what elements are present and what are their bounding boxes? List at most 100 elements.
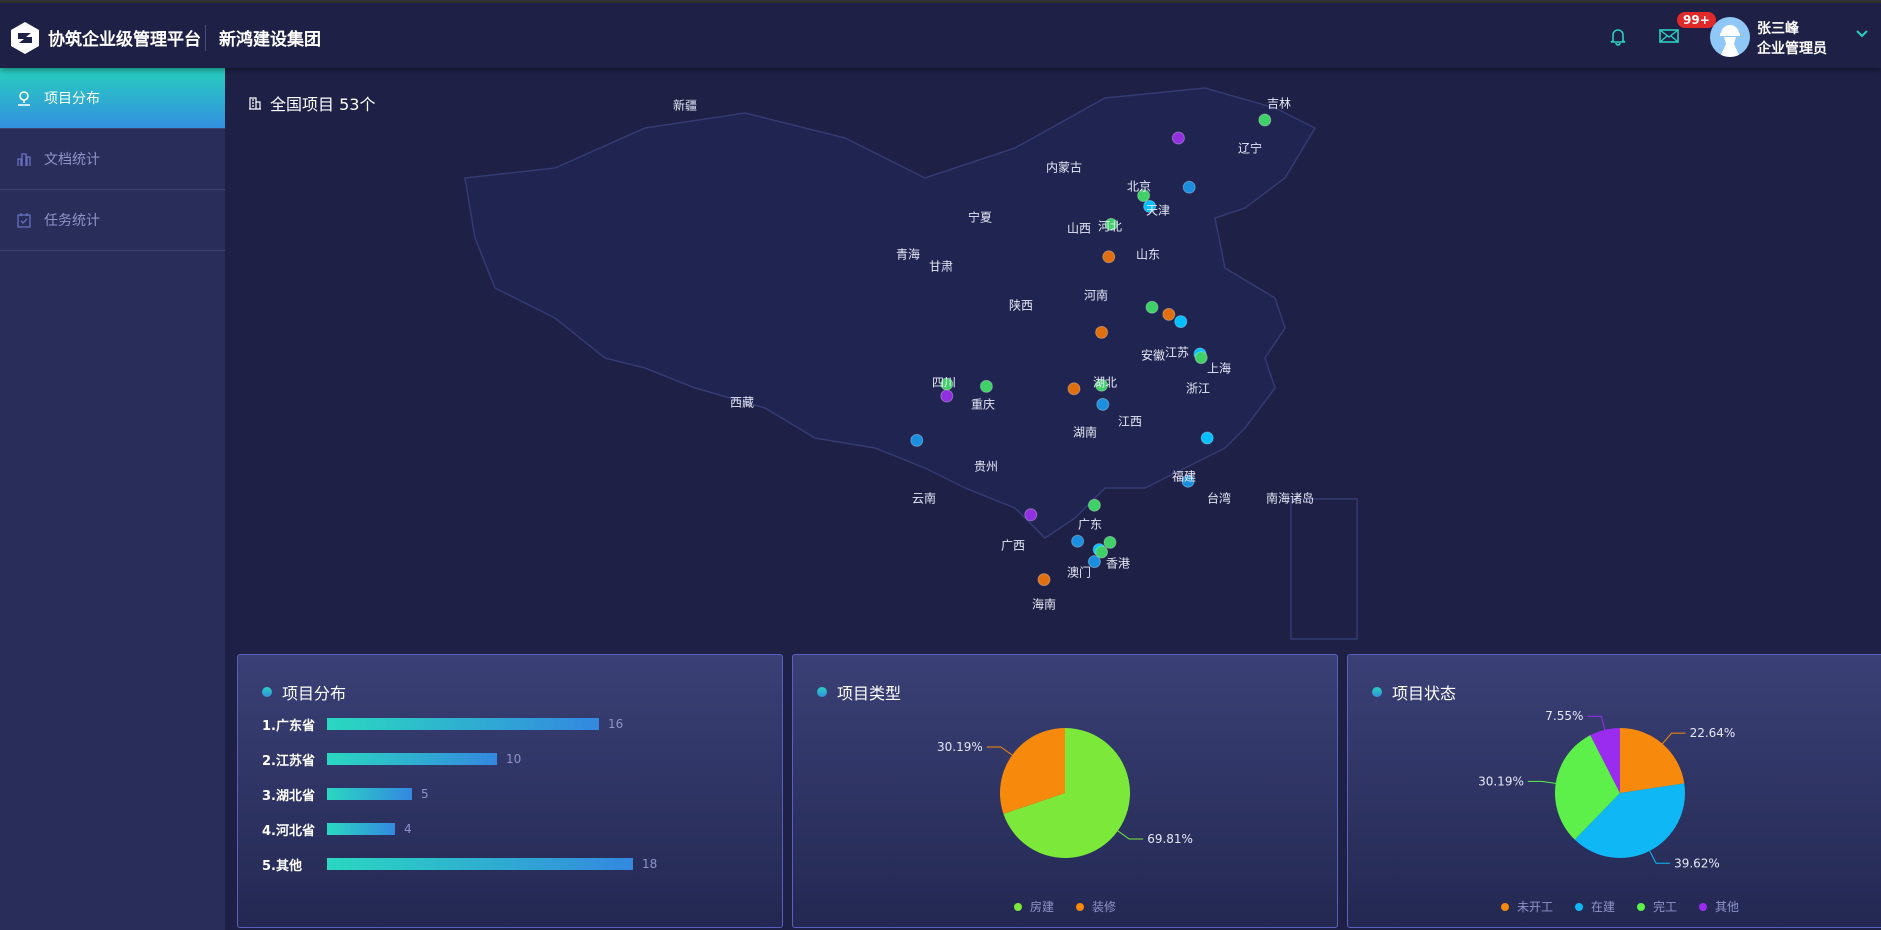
province-label: 陕西	[1008, 298, 1034, 313]
province-label: 安徽	[1140, 348, 1166, 363]
window-top-bar	[0, 0, 1881, 3]
bell-icon[interactable]	[1607, 25, 1629, 47]
calendar-check-icon	[17, 213, 31, 228]
province-label: 海南	[1031, 597, 1057, 612]
province-label: 澳门	[1066, 565, 1092, 580]
legend-item[interactable]: 房建	[1013, 898, 1054, 915]
pie-slice[interactable]	[1555, 735, 1620, 840]
project-marker[interactable]	[1103, 535, 1117, 549]
project-marker[interactable]	[1171, 131, 1185, 145]
project-marker[interactable]	[1182, 180, 1196, 194]
province-label: 新疆	[672, 98, 698, 113]
distribution-bar[interactable]	[327, 788, 412, 800]
pie-legend: 房建 装修	[793, 898, 1337, 915]
app-header: 协筑企业级管理平台 新鸿建设集团 99+ 张三峰 企业管理员	[0, 3, 1881, 68]
logo-icon	[11, 22, 39, 54]
label-line	[986, 746, 1013, 756]
company-name[interactable]: 新鸿建设集团	[219, 30, 321, 50]
province-label: 贵州	[973, 459, 999, 474]
pie-slice[interactable]	[1000, 728, 1065, 814]
title-dot-icon	[1372, 687, 1382, 697]
row-value: 18	[642, 857, 658, 871]
title-dot-icon	[817, 687, 827, 697]
project-marker[interactable]	[1087, 498, 1101, 512]
bar-chart-icon	[17, 153, 31, 166]
chevron-down-icon[interactable]	[1855, 29, 1869, 39]
province-label: 湖北	[1092, 375, 1118, 390]
project-marker[interactable]	[1200, 431, 1214, 445]
project-marker[interactable]	[1095, 545, 1109, 559]
panel-title: 项目类型	[837, 684, 902, 703]
legend-item[interactable]: 完工	[1637, 898, 1677, 915]
province-label: 江苏	[1164, 345, 1190, 360]
map-canvas	[464, 87, 1358, 640]
label-line	[1117, 830, 1144, 840]
sidebar-item-project-distribution[interactable]: 项目分布	[0, 68, 225, 129]
legend-label: 在建	[1590, 900, 1615, 914]
legend-dot-icon	[1699, 902, 1708, 911]
divider	[205, 25, 206, 51]
project-marker[interactable]	[1104, 217, 1118, 231]
mail-icon[interactable]	[1658, 25, 1680, 47]
project-status-pie: 22.64% 39.62% 30.19% 7.55%	[1478, 709, 1735, 870]
pie-slice[interactable]	[1620, 728, 1685, 793]
project-marker[interactable]	[1258, 113, 1272, 127]
project-marker[interactable]	[1181, 474, 1195, 488]
legend-label: 房建	[1029, 900, 1054, 914]
project-marker[interactable]	[1143, 199, 1157, 213]
app-brand: 协筑企业级管理平台	[48, 30, 201, 50]
sidebar-item-label: 文档统计	[44, 152, 100, 168]
province-label: 山西	[1066, 221, 1092, 236]
distribution-panel: 项目分布 1.广东省 16 2.江苏省 10 3.湖北省 5 4.河北省 4 5.其他 18	[237, 654, 783, 928]
project-marker[interactable]	[1102, 250, 1116, 264]
china-map[interactable]: 新疆 内蒙古 吉林 辽宁 北京 天津 宁夏 山西 河北 山东 青海 甘肃 河南 陕西 安徽 江苏 上海 西藏 四川重…	[225, 68, 1881, 648]
row-label: 4.河北省	[262, 823, 315, 839]
pie-slice[interactable]	[1003, 728, 1130, 858]
project-marker[interactable]	[1095, 325, 1109, 339]
project-marker[interactable]	[1174, 315, 1188, 329]
project-marker[interactable]	[1162, 307, 1176, 321]
province-label: 吉林	[1266, 96, 1292, 111]
legend-dot-icon	[1574, 902, 1583, 911]
project-marker[interactable]	[1024, 508, 1038, 522]
distribution-row: 5.其他 18	[262, 854, 657, 874]
project-marker[interactable]	[1067, 382, 1081, 396]
legend-item[interactable]: 其他	[1699, 898, 1739, 915]
project-marker[interactable]	[940, 389, 954, 403]
sidebar-item-document-stats[interactable]: 文档统计	[0, 129, 225, 190]
legend-dot-icon	[1637, 902, 1645, 911]
province-label: 青海	[895, 247, 921, 262]
province-label: 河南	[1083, 288, 1109, 303]
project-marker[interactable]	[1071, 534, 1085, 548]
legend-item[interactable]: 未开工	[1500, 898, 1553, 915]
project-marker[interactable]	[1137, 189, 1151, 203]
project-marker[interactable]	[1095, 378, 1109, 392]
project-marker[interactable]	[1096, 397, 1110, 411]
province-label: 云南	[911, 491, 937, 506]
legend-label: 其他	[1715, 900, 1740, 914]
pie-slice[interactable]	[1590, 728, 1620, 793]
pie-slice[interactable]	[1574, 783, 1685, 858]
project-marker[interactable]	[1145, 300, 1159, 314]
project-marker[interactable]	[1037, 573, 1051, 587]
project-marker[interactable]	[1194, 351, 1208, 365]
distribution-bar[interactable]	[327, 718, 599, 730]
province-label: 河北	[1097, 219, 1123, 234]
distribution-bar[interactable]	[327, 823, 395, 835]
project-marker[interactable]	[910, 433, 924, 447]
slice-label: 39.62%	[1674, 856, 1720, 870]
sidebar-item-task-stats[interactable]: 任务统计	[0, 190, 225, 251]
sidebar-item-label: 任务统计	[44, 213, 100, 229]
sidebar-item-label: 项目分布	[44, 91, 100, 107]
legend-dot-icon	[1500, 902, 1509, 911]
legend-item[interactable]: 装修	[1076, 898, 1116, 915]
avatar[interactable]	[1710, 17, 1750, 57]
province-label: 湖南	[1072, 425, 1098, 440]
legend-item[interactable]: 在建	[1574, 898, 1615, 915]
project-marker[interactable]	[979, 379, 993, 393]
distribution-bar[interactable]	[327, 858, 633, 870]
distribution-bar[interactable]	[327, 753, 497, 765]
province-label: 内蒙古	[1045, 160, 1083, 175]
panel-title: 项目分布	[282, 684, 347, 703]
project-marker[interactable]	[1087, 555, 1101, 569]
